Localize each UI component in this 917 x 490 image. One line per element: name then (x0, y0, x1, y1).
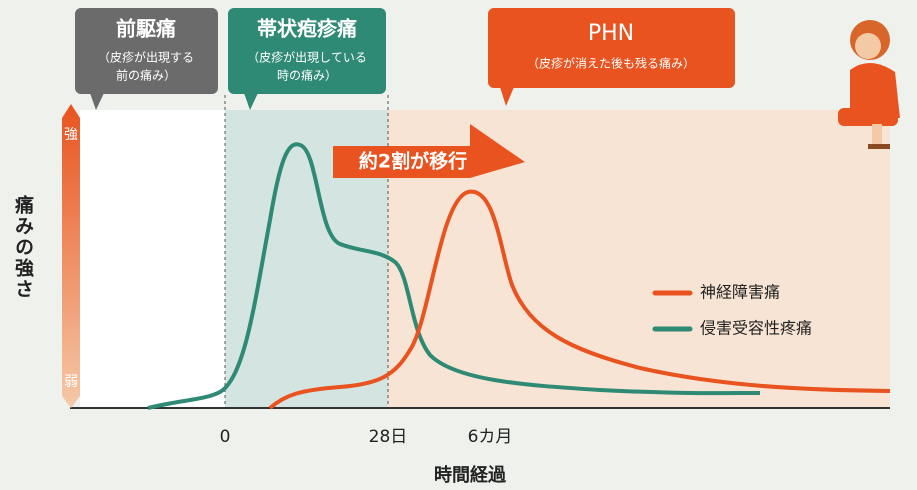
phase-note: 時の痛み） (277, 68, 337, 83)
legend-label: 神経障害痛 (700, 283, 780, 302)
phase-note: （皮疹が出現する (98, 50, 194, 65)
phase-note: （皮疹が出現している (247, 50, 367, 65)
legend-label: 侵害受容性疼痛 (700, 319, 812, 338)
phase-note: （皮疹が消えた後も残る痛み） (527, 56, 695, 71)
x-tick-label: 6カ月 (468, 427, 513, 447)
transition-label: 約2割が移行 (359, 150, 467, 173)
pointer (500, 87, 514, 106)
phase-note: 前の痛み） (116, 68, 176, 83)
x-tick-label: 0 (220, 427, 231, 447)
phase-box (488, 8, 735, 88)
y-arrow (62, 104, 80, 408)
phase-title: 前駆痛 (116, 17, 176, 41)
phase-title: PHN (588, 21, 634, 46)
y-low: 弱 (64, 374, 78, 390)
region-prodromal (80, 110, 225, 408)
diagram: 強 弱 前駆痛 （皮疹が出現する 前の痛み） 帯状疱疹痛 （皮疹が出現している … (0, 0, 917, 490)
phase-title: 帯状疱疹痛 (257, 17, 357, 41)
x-axis-label: 時間経過 (434, 464, 507, 486)
y-high: 強 (64, 127, 78, 143)
x-tick-label: 28日 (369, 427, 408, 447)
canvas: 強 弱 前駆痛 （皮疹が出現する 前の痛み） 帯状疱疹痛 （皮疹が出現している … (0, 0, 917, 490)
pointer (244, 93, 258, 110)
pointer (90, 93, 104, 110)
y-axis-label: 痛みの強さ (10, 195, 37, 300)
